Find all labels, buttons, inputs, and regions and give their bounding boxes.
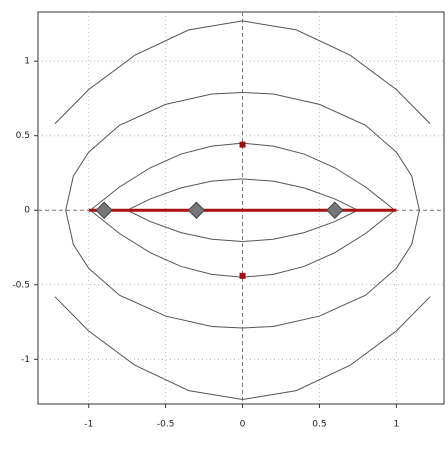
x-tick-label: -1 [84,420,93,430]
curve [54,296,431,401]
square-marker [239,141,246,148]
x-tick-label: 1 [393,420,399,430]
curve [54,20,431,125]
x-tick-label: -0.5 [157,420,175,430]
plot-frame [37,11,445,405]
diamond-marker [187,201,206,219]
x-tick-label: 0.5 [312,420,326,430]
y-tick-label: -1 [21,355,30,365]
y-tick-label: 0 [24,206,30,216]
x-tick-label: 0 [240,420,246,430]
y-tick-label: 1 [24,57,30,67]
square-marker [239,272,246,279]
y-tick-label: -0.5 [12,280,30,290]
curve [65,91,420,329]
y-tick-label: 0.5 [16,131,30,141]
diamond-marker [326,201,344,219]
diamond-marker [95,201,113,219]
